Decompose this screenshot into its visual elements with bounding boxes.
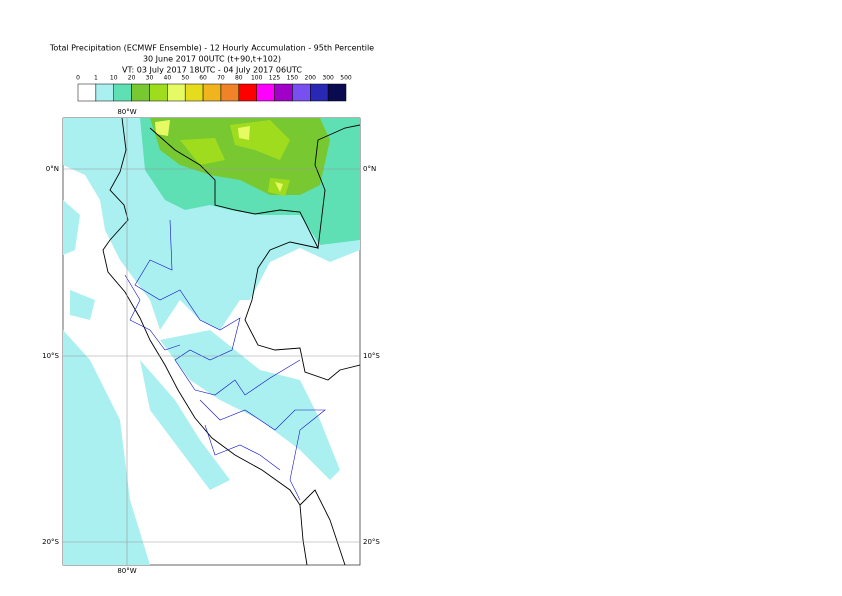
lon-label: 80°W bbox=[117, 108, 136, 116]
legend-label: 0 bbox=[76, 75, 80, 82]
lat-label: 0°N bbox=[363, 165, 376, 173]
legend-swatch bbox=[131, 83, 150, 102]
lat-label: 10°S bbox=[363, 352, 380, 360]
lat-label: 20°S bbox=[363, 538, 380, 546]
lat-label: 20°S bbox=[42, 538, 59, 546]
legend-label: 60 bbox=[199, 75, 207, 82]
title-line: VT: 03 July 2017 18UTC - 04 July 2017 06… bbox=[122, 66, 302, 75]
legend: 0 1 10 20 30 40 50 60 70 80 100 125 150 200 300 500 bbox=[76, 75, 352, 102]
legend-swatch bbox=[310, 83, 329, 102]
precip-fields bbox=[63, 118, 360, 565]
legend-label: 30 bbox=[146, 75, 154, 82]
legend-swatch bbox=[167, 83, 186, 102]
legend-label: 150 bbox=[287, 75, 299, 82]
legend-swatch bbox=[184, 83, 204, 102]
map: 80°W 80°W 0°N 0°N 10°S 10°S 20°S 20°S bbox=[42, 108, 380, 575]
legend-label: 10 bbox=[110, 75, 118, 82]
legend-swatch bbox=[292, 83, 311, 102]
legend-swatch bbox=[327, 83, 347, 102]
legend-swatch bbox=[149, 83, 168, 102]
legend-label: 1 bbox=[94, 75, 98, 82]
legend-swatch bbox=[95, 83, 114, 102]
legend-label: 50 bbox=[181, 75, 189, 82]
legend-swatch bbox=[77, 83, 97, 102]
legend-label: 200 bbox=[305, 75, 317, 82]
legend-swatch bbox=[274, 83, 293, 102]
admin-borders bbox=[124, 219, 326, 501]
lat-label: 10°S bbox=[42, 352, 59, 360]
legend-label: 20 bbox=[128, 75, 136, 82]
legend-swatch bbox=[220, 83, 240, 102]
legend-label: 500 bbox=[340, 75, 352, 82]
legend-label: 125 bbox=[269, 75, 281, 82]
legend-swatch bbox=[238, 83, 257, 102]
legend-label: 70 bbox=[217, 75, 225, 82]
coastline bbox=[102, 118, 360, 565]
lat-label: 0°N bbox=[46, 165, 59, 173]
legend-label: 300 bbox=[322, 75, 334, 82]
legend-swatch bbox=[202, 83, 222, 102]
legend-swatch bbox=[113, 83, 132, 102]
legend-label: 80 bbox=[235, 75, 243, 82]
lon-label: 80°W bbox=[117, 567, 136, 575]
graticule bbox=[63, 118, 360, 565]
legend-swatch bbox=[256, 83, 275, 102]
legend-label: 100 bbox=[251, 75, 263, 82]
title-line: 30 June 2017 00UTC (t+90,t+102) bbox=[143, 55, 281, 64]
legend-label: 40 bbox=[164, 75, 172, 82]
title-line: Total Precipitation (ECMWF Ensemble) - 1… bbox=[49, 44, 374, 53]
